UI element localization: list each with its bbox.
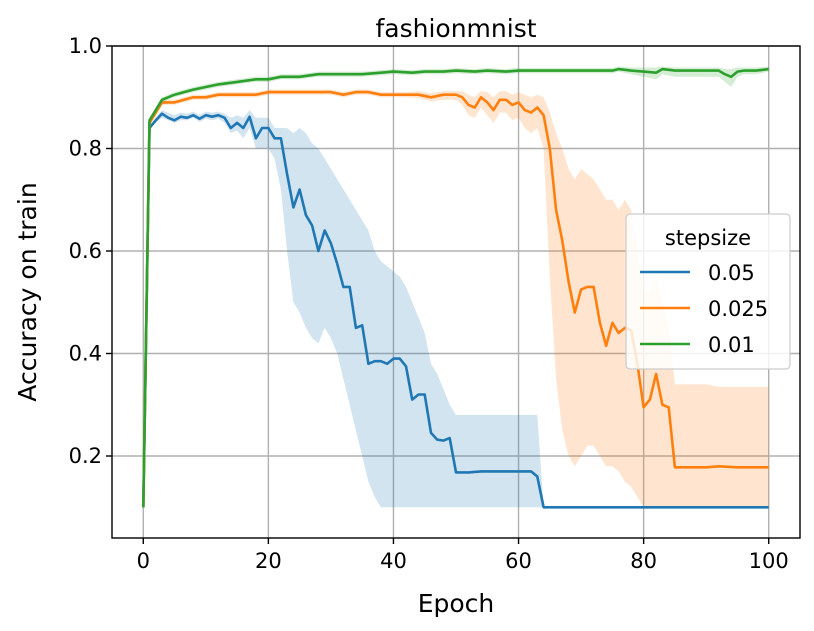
plot-frame bbox=[111, 45, 801, 539]
series-line-0.01 bbox=[142, 67, 769, 508]
x-axis-ticks: 0 20 40 60 80 100 bbox=[137, 538, 789, 573]
chart-title: fashionmnist bbox=[375, 14, 536, 43]
legend: stepsize 0.05 0.025 0.01 bbox=[625, 213, 791, 370]
y-tick-label: 0.8 bbox=[69, 137, 102, 161]
x-tick-label: 100 bbox=[749, 549, 789, 573]
legend-title: stepsize bbox=[665, 226, 751, 250]
legend-box bbox=[625, 213, 791, 370]
legend-label-0.05: 0.05 bbox=[708, 261, 755, 285]
y-axis-ticks: 0.2 0.4 0.6 0.8 1.0 bbox=[69, 34, 112, 468]
band-0.025 bbox=[143, 89, 769, 508]
series-line-0.025 bbox=[142, 90, 769, 508]
band-0.05 bbox=[143, 110, 769, 508]
x-axis-label: Epoch bbox=[418, 589, 495, 618]
x-tick-label: 20 bbox=[255, 549, 282, 573]
y-tick-label: 0.6 bbox=[69, 239, 102, 263]
y-tick-label: 1.0 bbox=[69, 34, 102, 58]
legend-label-0.025: 0.025 bbox=[708, 297, 768, 321]
y-tick-label: 0.2 bbox=[69, 444, 102, 468]
x-tick-label: 80 bbox=[630, 549, 657, 573]
series-line-0.05 bbox=[142, 112, 769, 509]
legend-label-0.01: 0.01 bbox=[708, 333, 755, 357]
x-tick-label: 40 bbox=[380, 549, 407, 573]
y-tick-label: 0.4 bbox=[69, 342, 102, 366]
x-tick-label: 60 bbox=[505, 549, 532, 573]
confidence-bands bbox=[143, 66, 769, 508]
series-lines bbox=[142, 67, 769, 509]
y-axis-label: Accuracy on train bbox=[13, 182, 42, 401]
x-tick-label: 0 bbox=[137, 549, 150, 573]
